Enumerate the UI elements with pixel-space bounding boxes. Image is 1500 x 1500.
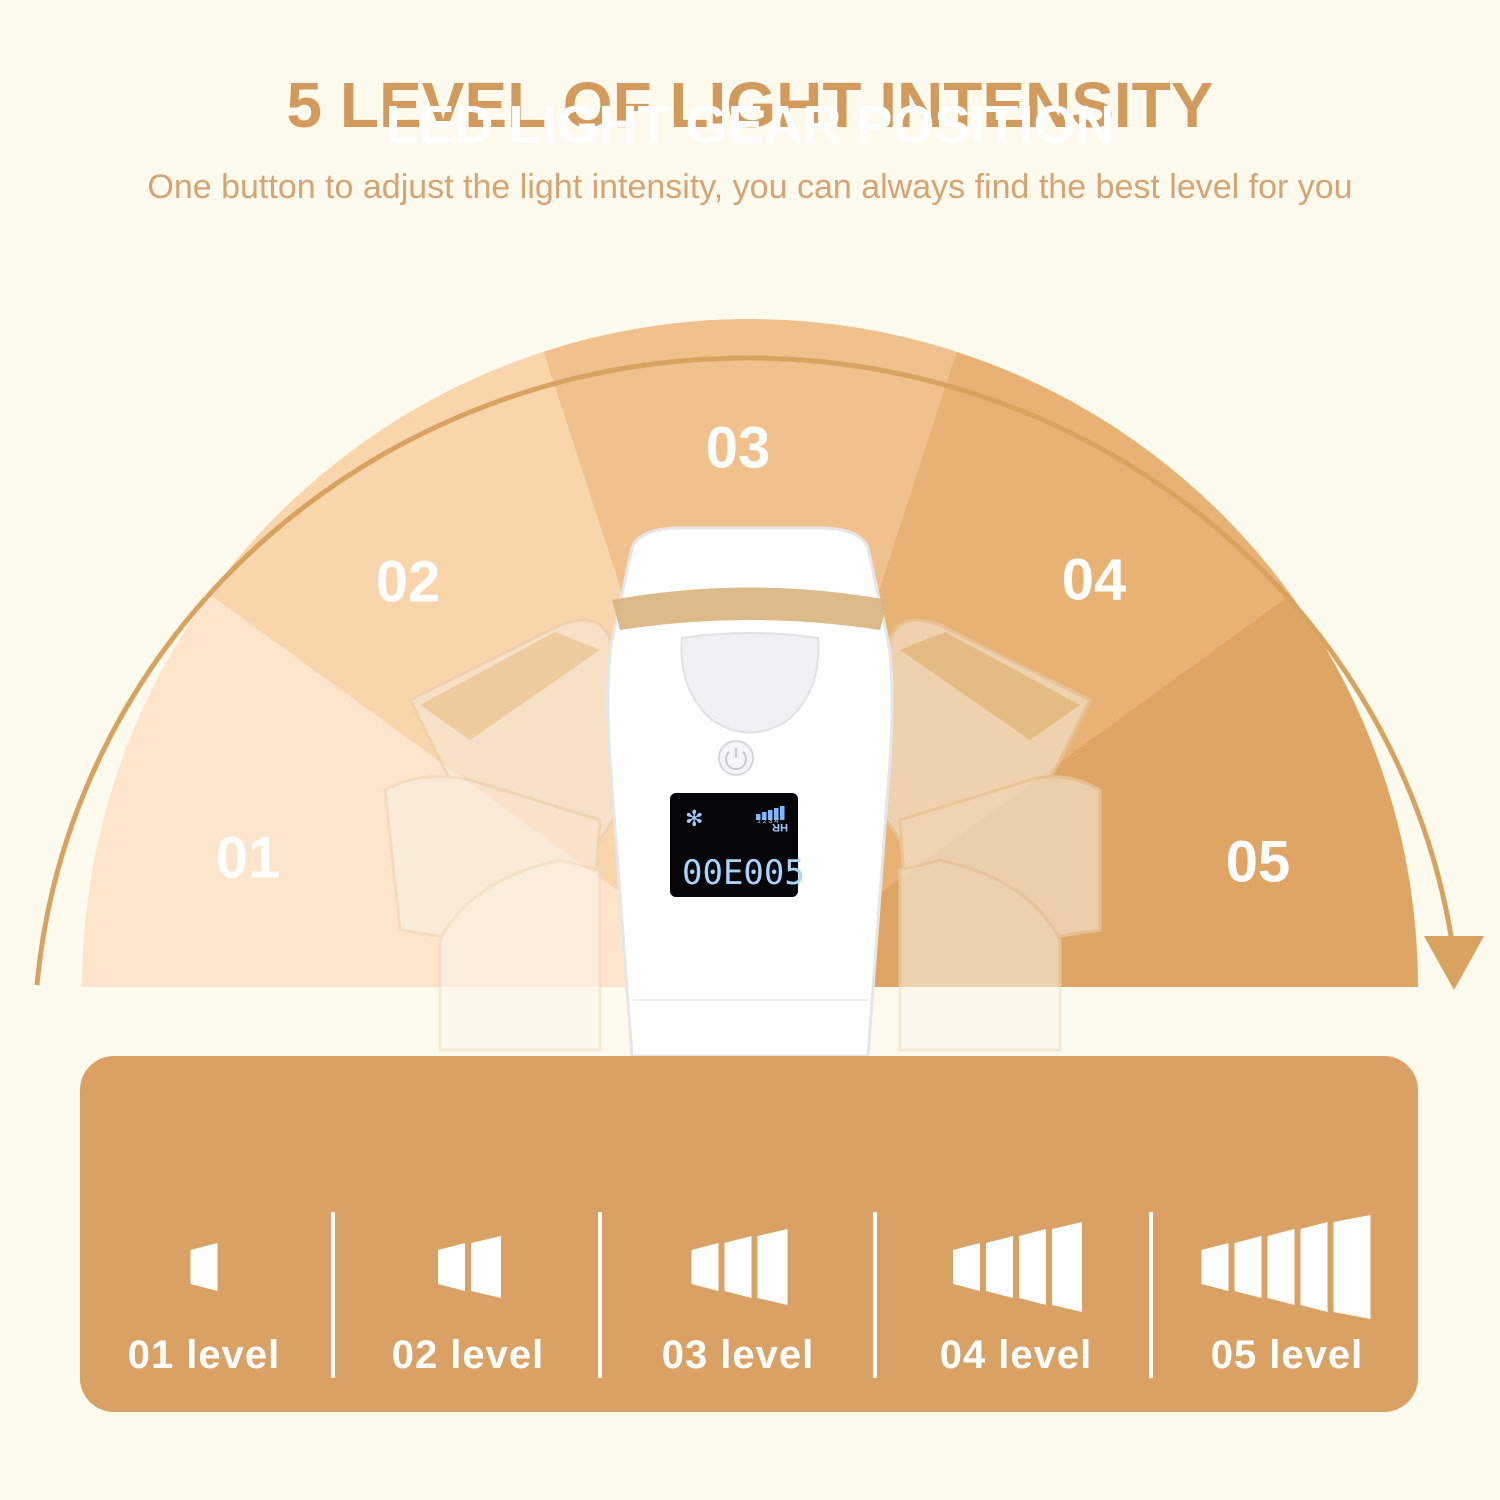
gear-divider [1149, 1212, 1153, 1378]
signal-bars-icon [190, 1243, 218, 1291]
dial-label-05: 05 [1226, 830, 1291, 895]
dial-arrow-head-icon [1424, 936, 1484, 990]
gear-panel-title: LED LIGHT GEAR POSITION [385, 95, 1115, 155]
page-subtitle: One button to adjust the light intensity… [147, 168, 1353, 206]
device-handset: ✻ HR 1 2 3 4 00E005 [606, 526, 894, 1058]
signal-bar [757, 1229, 788, 1305]
dial-label-02: 02 [376, 550, 441, 615]
gear-level-2: 02 level [343, 1210, 593, 1385]
lcd-bar [774, 808, 779, 820]
gear-level-label: 03 level [661, 1333, 815, 1377]
lcd-bar [780, 806, 785, 820]
signal-bar [471, 1236, 501, 1298]
dial-label-03: 03 [706, 416, 771, 481]
dial-label-04: 04 [1062, 548, 1127, 613]
gear-level-label: 01 level [127, 1333, 281, 1377]
lcd-bar [756, 814, 761, 820]
dial-labels: 01 02 03 04 05 [216, 416, 1291, 895]
signal-bars-icon [953, 1222, 1082, 1312]
gear-level-label: 04 level [939, 1333, 1093, 1377]
gear-level-4: 04 level [891, 1210, 1141, 1385]
signal-bar [691, 1243, 719, 1291]
gear-level-5: 05 level [1162, 1210, 1412, 1385]
signal-bar [1019, 1229, 1046, 1305]
lcd-level-bars [756, 806, 785, 820]
gear-divider [598, 1212, 602, 1378]
lcd-unit: HR [772, 821, 788, 833]
signal-bar [1234, 1236, 1262, 1298]
signal-bar [1052, 1222, 1082, 1312]
signal-bar [986, 1236, 1013, 1298]
signal-bar [1267, 1229, 1295, 1305]
lcd-bar [762, 812, 767, 820]
lcd-bar-numbers: 1 2 3 4 [757, 818, 779, 825]
dial-label-01: 01 [216, 826, 281, 891]
gear-level-label: 05 level [1210, 1333, 1364, 1377]
lcd-bar [768, 810, 773, 820]
gear-level-3: 03 level [613, 1210, 863, 1385]
gear-divider [873, 1212, 877, 1378]
signal-bar [1201, 1243, 1229, 1291]
signal-bar [953, 1243, 980, 1291]
signal-bars-icon [691, 1229, 788, 1305]
fan-icon: ✻ [685, 807, 703, 832]
device-ghost-left [383, 618, 642, 1052]
signal-bar [1333, 1215, 1371, 1319]
lcd-counter: 00E005 [682, 853, 805, 893]
gear-level-1: 01 level [79, 1210, 329, 1385]
signal-bar [1300, 1222, 1328, 1312]
gear-panel [80, 1056, 1418, 1412]
gear-divider [331, 1212, 335, 1378]
signal-bar [438, 1243, 465, 1291]
signal-bars-icon [438, 1236, 501, 1298]
gear-level-label: 02 level [391, 1333, 545, 1377]
dial-arrow-arc [34, 355, 1455, 986]
signal-bars-icon [1201, 1215, 1371, 1319]
page-title: 5 LEVEL OF LIGHT INTENSITY [286, 69, 1214, 141]
signal-bar [190, 1243, 218, 1291]
signal-bar [724, 1236, 752, 1298]
